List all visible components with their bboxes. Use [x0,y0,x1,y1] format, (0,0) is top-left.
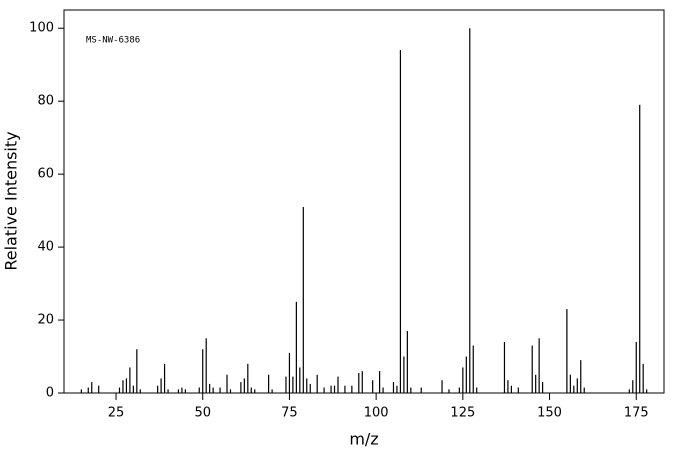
x-tick-label: 50 [194,406,211,421]
y-tick-label: 20 [37,313,54,328]
annotation: MS-NW-6386 [86,36,140,46]
x-tick-label: 150 [537,406,562,421]
x-tick-label: 75 [281,406,298,421]
x-axis-label: m/z [349,430,378,449]
plot-frame [63,9,665,394]
x-tick-label: 25 [108,406,125,421]
y-tick-label: 40 [37,240,54,255]
y-axis-label: Relative Intensity [2,131,21,270]
x-tick-label: 100 [364,406,389,421]
y-tick-label: 100 [29,21,54,36]
y-tick-label: 0 [46,386,54,401]
x-tick-label: 125 [450,406,475,421]
x-tick-label: 175 [624,406,649,421]
y-tick-label: 60 [37,167,54,182]
y-tick-label: 80 [37,94,54,109]
